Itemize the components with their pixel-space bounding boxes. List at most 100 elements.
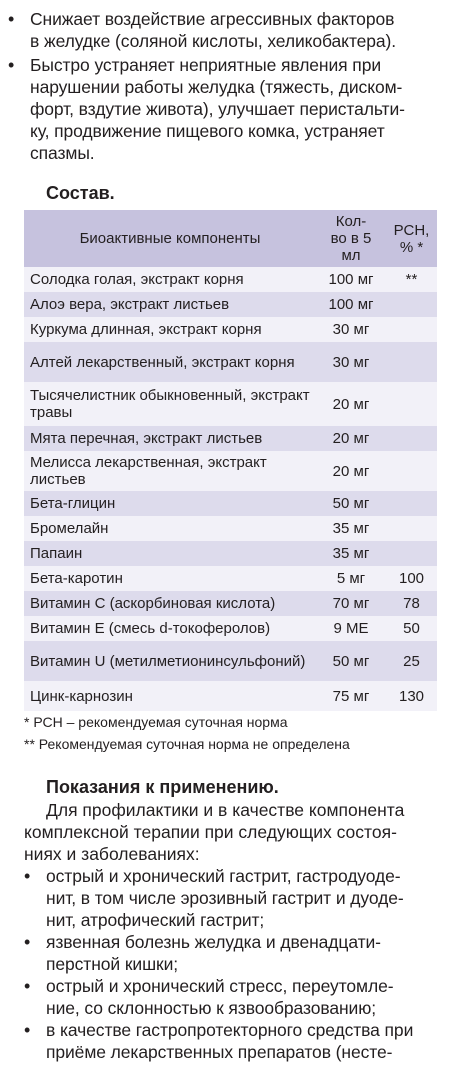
cell-amount: 20 мг [316, 382, 386, 426]
cell-name: Витамин Е (смесь d-токоферолов) [24, 616, 316, 641]
cell-amount: 100 мг [316, 292, 386, 317]
table-row: Солодка голая, экстракт корня 100 мг ** [24, 267, 437, 292]
header-line: % * [399, 238, 424, 256]
table-row: Тысячелистник обыкновенный, экстракт тра… [24, 382, 437, 426]
table-header-row: Биоактивные компоненты Кол- во в 5 мл РС… [24, 210, 437, 267]
indications-heading: Показания к применению. [46, 777, 279, 797]
bullet-line: острый и хронический гастрит, гастродуод… [46, 866, 401, 886]
header-line: РСН, [393, 221, 430, 239]
cell-amount: 100 мг [316, 267, 386, 292]
cell-rsn [386, 426, 437, 451]
cell-name: Бромелайн [24, 516, 316, 541]
cell-name: Солодка голая, экстракт корня [24, 267, 316, 292]
cell-name: Алтей лекарственный, экстракт корня [24, 342, 316, 382]
table-row: Витамин U (метилметионинсульфоний) 50 мг… [24, 641, 437, 681]
col-header-components: Биоактивные компоненты [24, 210, 316, 267]
bullet-line: острый и хронический стресс, переутомле- [46, 976, 394, 996]
cell-rsn [386, 541, 437, 566]
footnote-rsn: * РСН – рекомендуемая суточная норма [24, 714, 288, 730]
table-row: Бета-глицин 50 мг [24, 491, 437, 516]
header-line: мл [341, 247, 361, 264]
cell-amount: 30 мг [316, 317, 386, 342]
cell-name: Витамин U (метилметионинсульфоний) [24, 641, 316, 681]
bullet-line: нит, в том числе эрозивный гастрит и дуо… [46, 888, 404, 908]
cell-rsn: 78 [386, 591, 437, 616]
bullet-line: Быстро устраняет неприятные явления при [30, 55, 381, 75]
cell-amount: 50 мг [316, 641, 386, 681]
table-row: Витамин С (аскорбиновая кислота) 70 мг 7… [24, 591, 437, 616]
cell-rsn [386, 491, 437, 516]
cell-rsn [386, 292, 437, 317]
intro-line: Для профилактики и в качестве компонента [46, 800, 405, 820]
cell-amount: 70 мг [316, 591, 386, 616]
intro-line: ниях и заболеваниях: [24, 844, 200, 864]
bullet-marker: • [8, 9, 15, 29]
table-row: Бета-каротин 5 мг 100 [24, 566, 437, 591]
cell-rsn: 50 [386, 616, 437, 641]
bullet-line: нарушении работы желудка (тяжесть, диско… [30, 77, 403, 97]
cell-amount: 5 мг [316, 566, 386, 591]
intro-line: комплексной терапии при следующих состоя… [24, 822, 397, 842]
cell-name: Мелисса лекарственная, экстракт листьев [24, 451, 316, 491]
cell-name: Тысячелистник обыкновенный, экстракт тра… [24, 382, 316, 426]
footnote-not-defined: ** Рекомендуемая суточная норма не опред… [24, 736, 350, 752]
cell-name: Мята перечная, экстракт листьев [24, 426, 316, 451]
indications-intro: Для профилактики и в качестве компонента… [24, 799, 439, 865]
bullet-line: язвенная болезнь желудка и двенадцати- [46, 932, 381, 952]
cell-amount: 20 мг [316, 426, 386, 451]
table-row: Витамин Е (смесь d-токоферолов) 9 МЕ 50 [24, 616, 437, 641]
table-row: Мята перечная, экстракт листьев 20 мг [24, 426, 437, 451]
bullet-text: Снижает воздействие агрессивных факторов… [30, 8, 440, 52]
bullet-marker: • [24, 932, 31, 952]
composition-table: Биоактивные компоненты Кол- во в 5 мл РС… [24, 210, 437, 711]
cell-rsn [386, 451, 437, 491]
bullet-marker: • [24, 866, 31, 886]
cell-amount: 30 мг [316, 342, 386, 382]
cell-amount: 35 мг [316, 541, 386, 566]
bullet-line: в качестве гастропротекторного средства … [46, 1020, 414, 1040]
table-row: Алтей лекарственный, экстракт корня 30 м… [24, 342, 437, 382]
composition-heading: Состав. [46, 183, 115, 203]
cell-amount: 35 мг [316, 516, 386, 541]
indication-bullet: язвенная болезнь желудка и двенадцати- п… [46, 931, 440, 975]
table-row: Бромелайн 35 мг [24, 516, 437, 541]
cell-rsn: ** [386, 267, 437, 292]
cell-name: Витамин С (аскорбиновая кислота) [24, 591, 316, 616]
cell-rsn [386, 342, 437, 382]
bullet-line: приёме лекарственных препаратов (несте- [46, 1042, 393, 1062]
bullet-line: форт, вздутие живота), улучшает перистал… [30, 99, 405, 119]
bullet-line: ние, со склонностью к язвообразованию; [46, 998, 377, 1018]
bullet-marker: • [8, 55, 15, 75]
cell-amount: 20 мг [316, 451, 386, 491]
cell-name: Цинк-карнозин [24, 681, 316, 711]
header-line: Кол- [335, 213, 367, 230]
cell-rsn: 130 [386, 681, 437, 711]
cell-rsn: 25 [386, 641, 437, 681]
cell-rsn [386, 516, 437, 541]
table-row: Папаин 35 мг [24, 541, 437, 566]
bullet-line: перстной кишки; [46, 954, 179, 974]
cell-rsn [386, 382, 437, 426]
indication-bullet: острый и хронический стресс, переутомле-… [46, 975, 440, 1019]
col-header-rsn: РСН, % * [386, 210, 437, 267]
cell-name: Алоэ вера, экстракт листьев [24, 292, 316, 317]
table-row: Мелисса лекарственная, экстракт листьев … [24, 451, 437, 491]
bullet-line: ку, продвижение пищевого комка, устраняе… [30, 121, 385, 141]
bullet-text: Быстро устраняет неприятные явления при … [30, 54, 440, 164]
cell-amount: 75 мг [316, 681, 386, 711]
bullet-line: в желудке (соляной кислоты, хеликобактер… [30, 31, 397, 51]
bullet-marker: • [24, 976, 31, 996]
indication-bullet: острый и хронический гастрит, гастродуод… [46, 865, 440, 931]
cell-name: Бета-глицин [24, 491, 316, 516]
bullet-line: Снижает воздействие агрессивных факторов [30, 9, 395, 29]
cell-name: Папаин [24, 541, 316, 566]
table-row: Алоэ вера, экстракт листьев 100 мг [24, 292, 437, 317]
bullet-line: спазмы. [30, 143, 95, 163]
cell-amount: 9 МЕ [316, 616, 386, 641]
table-row: Куркума длинная, экстракт корня 30 мг [24, 317, 437, 342]
cell-rsn [386, 317, 437, 342]
cell-name: Бета-каротин [24, 566, 316, 591]
table-row: Цинк-карнозин 75 мг 130 [24, 681, 437, 711]
cell-amount: 50 мг [316, 491, 386, 516]
bullet-marker: • [24, 1020, 31, 1040]
